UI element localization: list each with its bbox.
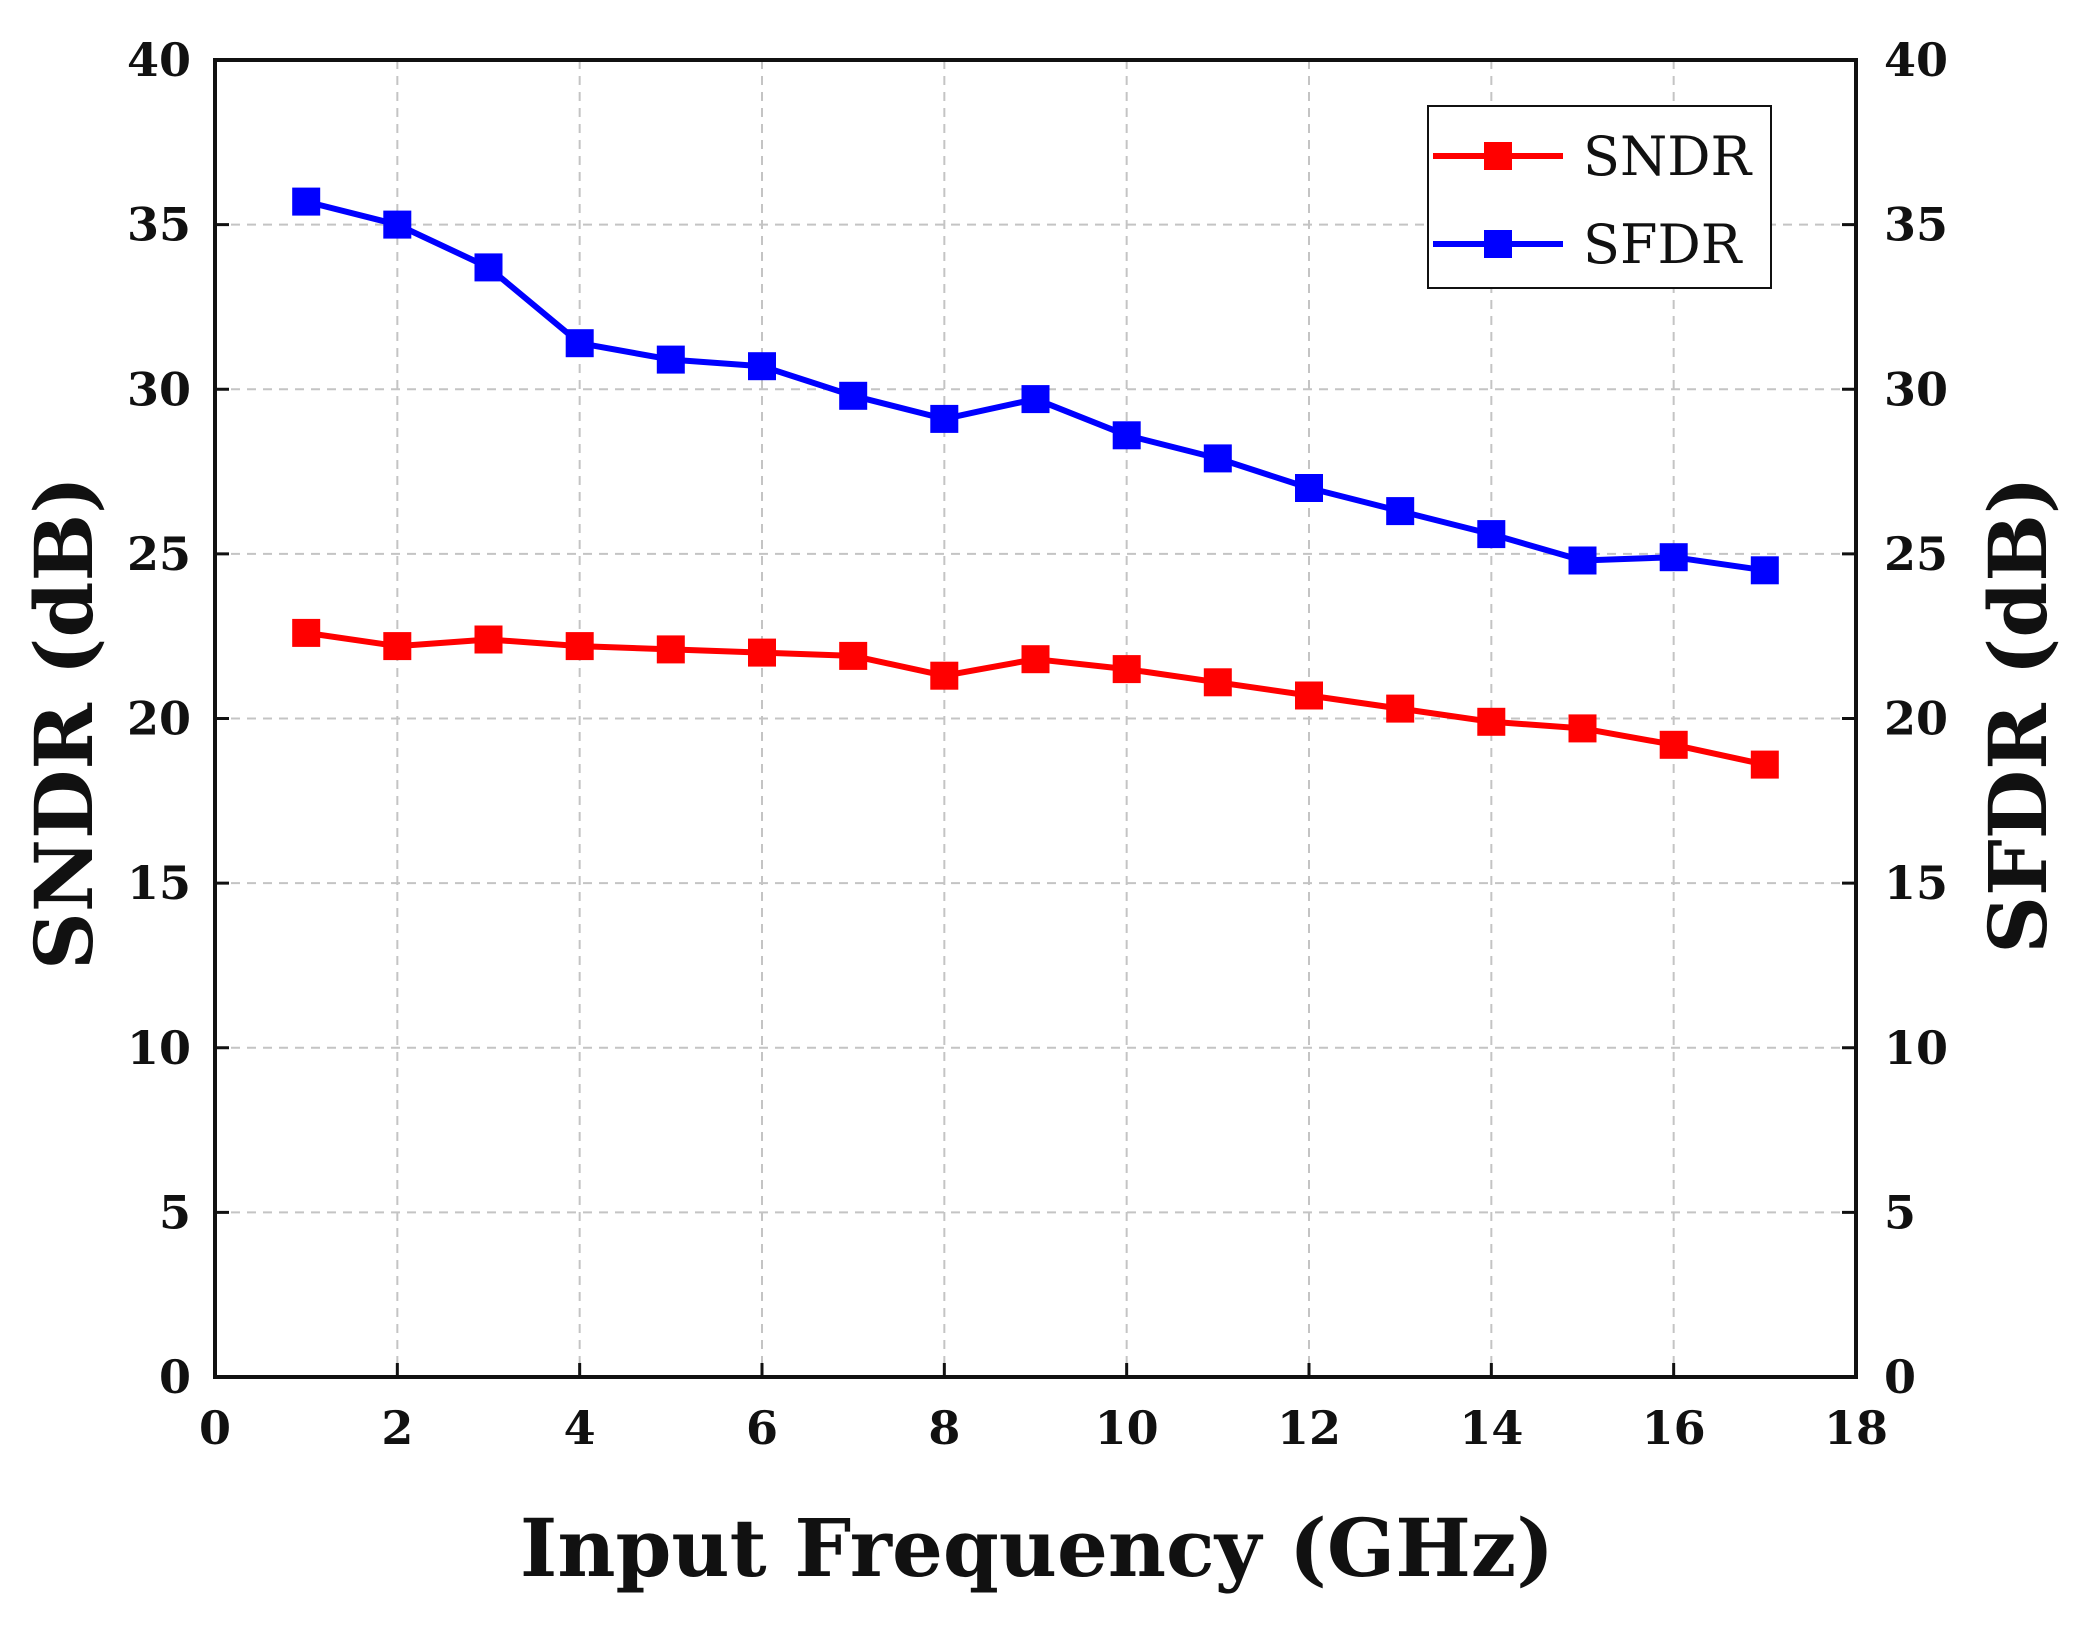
- data-point-sndr: [1203, 668, 1232, 697]
- y-tick-label-left: 15: [127, 856, 191, 910]
- x-tick-label: 18: [1824, 1401, 1888, 1455]
- x-tick-label: 2: [381, 1401, 413, 1455]
- series-sfdr: [292, 187, 1779, 585]
- data-point-sndr: [1295, 681, 1323, 710]
- data-point-sfdr: [1750, 556, 1779, 585]
- data-point-sfdr: [1112, 421, 1141, 450]
- data-point-sndr: [1750, 750, 1779, 779]
- x-tick-label: 8: [928, 1401, 960, 1455]
- data-point-sfdr: [292, 187, 321, 216]
- x-tick-label: 12: [1277, 1401, 1341, 1455]
- data-point-sndr: [383, 632, 412, 661]
- data-point-sfdr: [1021, 385, 1050, 414]
- data-point-sndr: [1568, 714, 1597, 743]
- legend-marker-sndr: [1484, 142, 1512, 170]
- y-axis-title-right: SFDR (dB): [1971, 476, 2065, 954]
- data-point-sndr: [839, 641, 868, 670]
- y-tick-label-left: 40: [127, 33, 191, 87]
- data-point-sndr: [748, 638, 776, 667]
- data-point-sfdr: [474, 253, 503, 282]
- data-point-sfdr: [1477, 520, 1506, 549]
- y-tick-label-right: 40: [1884, 33, 1948, 87]
- y-tick-label-left: 5: [159, 1185, 191, 1239]
- legend-label-sndr: SNDR: [1583, 125, 1753, 188]
- data-point-sfdr: [839, 381, 868, 410]
- y-tick-label-left: 30: [127, 362, 191, 416]
- data-point-sndr: [565, 632, 594, 661]
- x-tick-label: 6: [746, 1401, 778, 1455]
- data-point-sndr: [1659, 730, 1688, 759]
- x-axis-title: Input Frequency (GHz): [520, 1501, 1554, 1595]
- y-tick-label-right: 0: [1884, 1350, 1916, 1404]
- y-tick-label-left: 20: [127, 692, 191, 746]
- y-tick-label-left: 35: [127, 198, 191, 252]
- y-tick-label-left: 10: [127, 1021, 191, 1075]
- data-point-sndr: [474, 625, 503, 654]
- x-tick-label: 4: [564, 1401, 596, 1455]
- y-tick-label-right: 35: [1884, 198, 1948, 252]
- y-tick-label-right: 30: [1884, 362, 1948, 416]
- y-tick-label-left: 25: [127, 527, 191, 581]
- data-point-sfdr: [748, 352, 776, 381]
- data-point-sfdr: [930, 404, 959, 433]
- data-point-sndr: [930, 661, 959, 690]
- y-tick-label-left: 0: [159, 1350, 191, 1404]
- data-point-sfdr: [1659, 543, 1688, 572]
- data-point-sfdr: [1386, 497, 1415, 526]
- data-point-sndr: [1112, 655, 1141, 684]
- y-axis-title-left: SNDR (dB): [17, 476, 111, 970]
- y-tick-label-right: 10: [1884, 1021, 1948, 1075]
- data-series: [292, 187, 1779, 779]
- data-point-sndr: [1021, 645, 1050, 674]
- y-tick-label-right: 20: [1884, 692, 1948, 746]
- y-tick-label-right: 15: [1884, 856, 1948, 910]
- data-point-sndr: [1386, 694, 1415, 723]
- series-sndr: [292, 618, 1779, 779]
- data-point-sfdr: [383, 210, 412, 239]
- plot-frame: [213, 58, 1858, 1379]
- data-point-sndr: [656, 635, 685, 664]
- plot-border: [213, 58, 1858, 1379]
- data-point-sfdr: [1568, 546, 1597, 575]
- data-point-sfdr: [1203, 444, 1232, 473]
- data-point-sfdr: [565, 329, 594, 358]
- data-point-sfdr: [656, 345, 685, 374]
- data-point-sndr: [1477, 707, 1506, 736]
- x-tick-label: 10: [1095, 1401, 1159, 1455]
- legend: SNDR SFDR: [1427, 105, 1772, 289]
- x-tick-label: 14: [1459, 1401, 1523, 1455]
- legend-marker-sfdr: [1484, 230, 1512, 258]
- y-tick-label-right: 25: [1884, 527, 1948, 581]
- legend-label-sfdr: SFDR: [1583, 213, 1743, 276]
- y-tick-label-right: 5: [1884, 1185, 1916, 1239]
- x-tick-label: 0: [199, 1401, 231, 1455]
- x-tick-label: 16: [1642, 1401, 1706, 1455]
- data-point-sndr: [292, 618, 321, 647]
- data-point-sfdr: [1295, 474, 1323, 502]
